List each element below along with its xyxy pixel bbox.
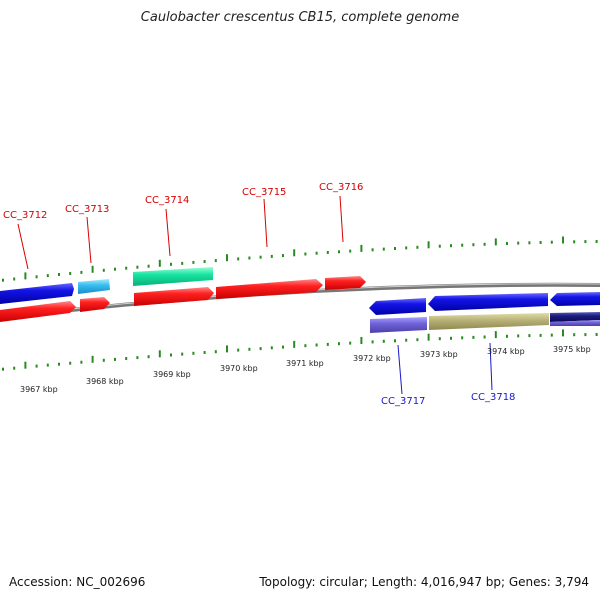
gene-feature-cc3718-blue[interactable] bbox=[428, 293, 548, 311]
leader-line-cc3715 bbox=[263, 198, 268, 248]
leader-line-cc3717 bbox=[397, 344, 403, 395]
gene-label-cc3713[interactable]: CC_3713 bbox=[65, 204, 109, 215]
gene-label-cc3714[interactable]: CC_3714 bbox=[145, 195, 189, 206]
gene-feature-next-navy[interactable] bbox=[550, 312, 600, 322]
gene-feature-next-purple[interactable] bbox=[550, 320, 600, 326]
gene-feature-cc3716-red[interactable] bbox=[325, 276, 366, 290]
kbp-label: 3970 kbp bbox=[220, 364, 258, 373]
gene-feature-cc3717-purple[interactable] bbox=[370, 317, 427, 333]
gene-label-cc3717[interactable]: CC_3717 bbox=[381, 396, 425, 407]
map-title: Caulobacter crescentus CB15, complete ge… bbox=[140, 10, 460, 25]
gene-feature-cc3715-red[interactable] bbox=[216, 279, 323, 299]
kbp-label: 3971 kbp bbox=[286, 359, 324, 368]
gene-label-cc3716[interactable]: CC_3716 bbox=[319, 182, 363, 193]
kbp-label: 3975 kbp bbox=[553, 345, 591, 354]
kbp-label: 3974 kbp bbox=[487, 347, 525, 356]
gene-feature-cc3713-red[interactable] bbox=[80, 297, 110, 312]
gene-feature-cc3717-blue[interactable] bbox=[369, 298, 426, 315]
genome-stats-text: Topology: circular; Length: 4,016,947 bp… bbox=[259, 575, 589, 589]
gene-feature-cc3714-green[interactable] bbox=[133, 267, 213, 286]
leader-line-cc3713 bbox=[86, 216, 92, 264]
gene-label-cc3718[interactable]: CC_3718 bbox=[471, 392, 515, 403]
leader-line-cc3712 bbox=[17, 223, 29, 270]
gene-feature-cc3718-olive[interactable] bbox=[429, 313, 549, 330]
leader-line-cc3714 bbox=[165, 208, 171, 257]
gene-feature-next-blue[interactable] bbox=[550, 292, 600, 306]
kbp-label: 3972 kbp bbox=[353, 354, 391, 363]
leader-line-cc3716 bbox=[339, 195, 344, 243]
kbp-label: 3973 kbp bbox=[420, 350, 458, 359]
accession-text: Accession: NC_002696 bbox=[9, 575, 146, 589]
gene-label-cc3715[interactable]: CC_3715 bbox=[242, 187, 286, 198]
gene-label-cc3712[interactable]: CC_3712 bbox=[3, 210, 47, 221]
leader-line-cc3718 bbox=[489, 342, 493, 391]
gene-feature-cc3713-cyan[interactable] bbox=[78, 279, 110, 294]
kbp-label: 3967 kbp bbox=[20, 385, 58, 394]
gene-feature-cc3712-blue[interactable] bbox=[0, 283, 74, 304]
kbp-label: 3968 kbp bbox=[86, 377, 124, 386]
upper-tick-row bbox=[2, 236, 598, 282]
gene-feature-cc3712-red[interactable] bbox=[0, 301, 76, 322]
lower-tick-row bbox=[2, 329, 598, 371]
kbp-label: 3969 kbp bbox=[153, 370, 191, 379]
gene-feature-cc3714-red[interactable] bbox=[134, 287, 214, 306]
